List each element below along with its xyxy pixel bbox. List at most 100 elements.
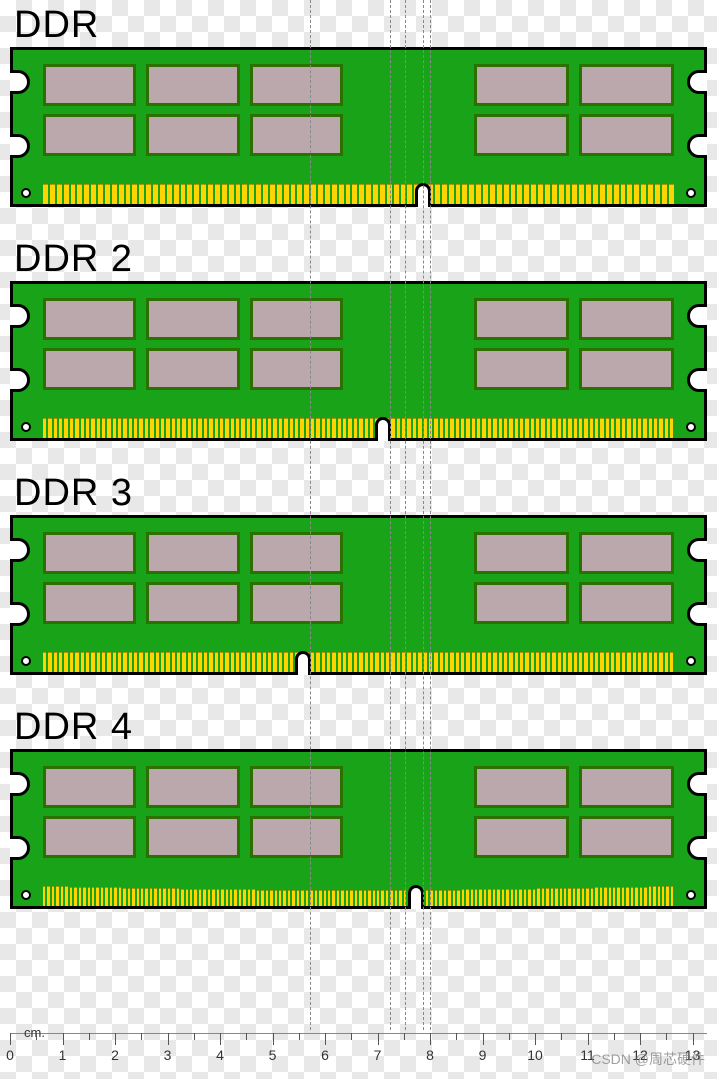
contact-pins	[43, 652, 674, 672]
key-notch	[295, 651, 311, 675]
chip-grid-right	[474, 532, 674, 624]
guide-line	[423, 0, 424, 1030]
memory-chip	[43, 114, 136, 156]
memory-chip	[474, 816, 569, 858]
ruler-tick-major	[273, 1033, 274, 1045]
chip-grid-left	[43, 298, 343, 390]
ram-module	[10, 515, 707, 675]
mount-hole	[686, 656, 696, 666]
chip-grid-left	[43, 766, 343, 858]
ruler-tick-major	[325, 1033, 326, 1045]
ruler-tick-label: 2	[111, 1047, 119, 1063]
memory-chip	[474, 582, 569, 624]
ruler-tick-label: 8	[426, 1047, 434, 1063]
ruler-tick-major	[693, 1033, 694, 1045]
chip-grid-left	[43, 64, 343, 156]
ruler-tick-minor	[299, 1033, 300, 1040]
ruler-tick-minor	[404, 1033, 405, 1040]
ruler-tick-minor	[351, 1033, 352, 1040]
side-notch	[10, 602, 30, 626]
mount-hole	[21, 422, 31, 432]
memory-chip	[579, 348, 674, 390]
memory-chip	[474, 114, 569, 156]
ruler-tick-major	[168, 1033, 169, 1045]
memory-chip	[579, 582, 674, 624]
side-notch	[10, 772, 30, 796]
ruler-tick-minor	[456, 1033, 457, 1040]
chip-grid-right	[474, 766, 674, 858]
module-label: DDR	[14, 4, 707, 47]
memory-chip	[250, 348, 343, 390]
memory-chip	[250, 64, 343, 106]
side-notch	[10, 368, 30, 392]
watermark: CSDN @周芯硬件	[591, 1049, 705, 1069]
side-notch	[687, 368, 707, 392]
contact-pins	[43, 418, 674, 438]
module-block-3: DDR 4	[10, 706, 707, 909]
memory-chip	[146, 532, 239, 574]
module-label: DDR 2	[14, 238, 707, 281]
mount-hole	[21, 188, 31, 198]
mount-hole	[686, 890, 696, 900]
memory-chip	[43, 816, 136, 858]
memory-chip	[146, 64, 239, 106]
side-notch	[687, 772, 707, 796]
module-block-0: DDR	[10, 4, 707, 207]
mount-hole	[21, 890, 31, 900]
ruler-tick-minor	[614, 1033, 615, 1040]
side-notch	[687, 602, 707, 626]
ruler-tick-label: 3	[164, 1047, 172, 1063]
ruler-tick-label: 10	[527, 1047, 543, 1063]
key-notch	[408, 885, 424, 909]
memory-chip	[474, 348, 569, 390]
chip-grid-right	[474, 298, 674, 390]
side-notch	[687, 538, 707, 562]
ruler-tick-minor	[561, 1033, 562, 1040]
ruler-tick-minor	[36, 1033, 37, 1040]
contact-pins	[43, 886, 674, 906]
ruler-unit: cm.	[24, 1025, 45, 1040]
guide-line	[310, 0, 311, 1030]
memory-chip	[474, 64, 569, 106]
ruler-tick-minor	[141, 1033, 142, 1040]
side-notch	[10, 70, 30, 94]
memory-chip	[250, 532, 343, 574]
ruler-tick-major	[115, 1033, 116, 1045]
memory-chip	[250, 298, 343, 340]
side-notch	[687, 304, 707, 328]
memory-chip	[43, 532, 136, 574]
side-notch	[10, 836, 30, 860]
memory-chip	[579, 298, 674, 340]
mount-hole	[686, 422, 696, 432]
mount-hole	[21, 656, 31, 666]
ruler-tick-label: 1	[59, 1047, 67, 1063]
memory-chip	[146, 114, 239, 156]
memory-chip	[146, 298, 239, 340]
memory-chip	[250, 582, 343, 624]
mount-hole	[686, 188, 696, 198]
ruler-tick-label: 7	[374, 1047, 382, 1063]
ram-module	[10, 281, 707, 441]
side-notch	[10, 134, 30, 158]
memory-chip	[474, 298, 569, 340]
memory-chip	[43, 348, 136, 390]
chip-grid-right	[474, 64, 674, 156]
memory-chip	[579, 766, 674, 808]
side-notch	[687, 70, 707, 94]
ruler-tick-label: 9	[479, 1047, 487, 1063]
memory-chip	[146, 766, 239, 808]
module-label: DDR 3	[14, 472, 707, 515]
guide-line	[405, 0, 406, 1030]
memory-chip	[43, 298, 136, 340]
ram-module	[10, 47, 707, 207]
side-notch	[687, 134, 707, 158]
memory-chip	[146, 582, 239, 624]
ruler-tick-label: 5	[269, 1047, 277, 1063]
memory-chip	[579, 64, 674, 106]
ruler-tick-minor	[246, 1033, 247, 1040]
ruler-tick-major	[483, 1033, 484, 1045]
ruler-tick-minor	[194, 1033, 195, 1040]
ruler-tick-label: 6	[321, 1047, 329, 1063]
memory-chip	[43, 64, 136, 106]
memory-chip	[250, 816, 343, 858]
